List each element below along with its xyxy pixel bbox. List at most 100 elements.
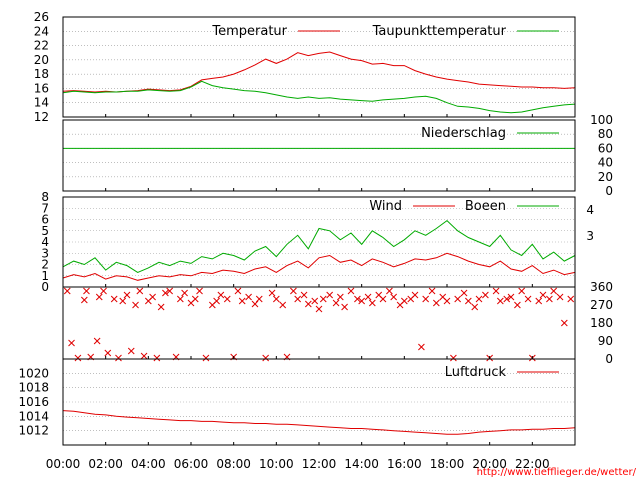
y-tick-label: 40 bbox=[598, 156, 613, 170]
wind-direction-point bbox=[115, 354, 122, 362]
wind-direction-point bbox=[304, 300, 312, 308]
y-tick-label: 14 bbox=[34, 96, 49, 110]
y-tick-label: 60 bbox=[598, 141, 613, 155]
wind-direction-point bbox=[518, 287, 526, 295]
wind-direction-point bbox=[95, 293, 103, 301]
point-stroke bbox=[454, 295, 462, 303]
wind-direction-point bbox=[443, 297, 451, 305]
point-stroke bbox=[63, 287, 71, 295]
wind-direction-point bbox=[268, 289, 276, 297]
wind-direction-point bbox=[326, 291, 334, 299]
wind-direction-point bbox=[341, 303, 348, 311]
point-stroke bbox=[336, 293, 344, 301]
y-tick-label: 2 bbox=[41, 258, 49, 272]
wind-direction-point bbox=[140, 352, 148, 360]
wind-direction-point bbox=[245, 293, 252, 301]
point-stroke bbox=[238, 297, 246, 305]
point-stroke bbox=[539, 291, 547, 299]
point-stroke bbox=[202, 354, 210, 362]
point-stroke bbox=[162, 289, 169, 297]
panel-frames bbox=[62, 16, 576, 446]
point-stroke bbox=[518, 287, 526, 295]
wind-direction-point bbox=[181, 289, 188, 297]
point-stroke bbox=[358, 297, 366, 305]
legend-label-niederschlag: Niederschlag bbox=[421, 126, 506, 141]
wind-direction-point bbox=[63, 287, 71, 295]
x-tick-label: 18:00 bbox=[430, 457, 465, 471]
point-stroke bbox=[294, 295, 302, 303]
legend-label-taupunkttemperatur: Taupunkttemperatur bbox=[372, 24, 507, 39]
point-stroke bbox=[157, 303, 165, 311]
wind-direction-point bbox=[104, 349, 112, 357]
point-stroke bbox=[311, 297, 319, 305]
y-tick-label: 12 bbox=[34, 110, 49, 124]
point-stroke bbox=[341, 303, 348, 311]
legend-label-luftdruck: Luftdruck bbox=[445, 365, 507, 380]
point-stroke bbox=[432, 299, 440, 307]
wind-direction-point bbox=[358, 297, 366, 305]
point-stroke bbox=[123, 291, 131, 299]
x-tick-label: 02:00 bbox=[88, 457, 123, 471]
source-credit-text[interactable]: http://www.tiefflieger.de/wetter/ bbox=[477, 467, 637, 478]
wind-direction-point bbox=[556, 293, 564, 301]
wind-direction-point bbox=[422, 295, 430, 303]
y-tick-label: 80 bbox=[598, 127, 613, 141]
point-stroke bbox=[181, 289, 188, 297]
wind-direction-point bbox=[132, 301, 139, 309]
wind-direction-point bbox=[202, 354, 210, 362]
y-tick-label: 16 bbox=[34, 81, 49, 95]
wind-direction-point bbox=[166, 287, 174, 295]
x-tick-label: 04:00 bbox=[131, 457, 166, 471]
point-stroke bbox=[110, 295, 118, 303]
x-tick-label: 12:00 bbox=[302, 457, 337, 471]
point-stroke bbox=[550, 287, 558, 295]
point-stroke bbox=[95, 293, 103, 301]
wind-direction-point bbox=[213, 297, 220, 305]
y-tick-label: 90 bbox=[598, 334, 613, 348]
wind-direction-point bbox=[450, 354, 457, 362]
y-tick-label: 0 bbox=[605, 184, 613, 198]
legend-wind: Wind Boeen bbox=[369, 199, 559, 214]
wind-direction-point bbox=[514, 301, 521, 309]
wind-direction-point bbox=[560, 319, 568, 327]
y-tick-label: 20 bbox=[598, 170, 613, 184]
series-line-taupunkttemperatur bbox=[62, 80, 576, 114]
wind-direction-point bbox=[272, 295, 280, 303]
point-stroke bbox=[279, 301, 287, 309]
right-tick-label: 4 bbox=[586, 203, 594, 217]
wind-direction-point bbox=[279, 301, 287, 309]
legend-label-boeen: Boeen bbox=[465, 199, 506, 214]
wind-direction-point bbox=[123, 291, 131, 299]
wind-direction-point bbox=[368, 299, 376, 307]
point-stroke bbox=[496, 297, 504, 305]
x-tick-label: 14:00 bbox=[344, 457, 379, 471]
point-stroke bbox=[127, 347, 135, 355]
series-line-wind bbox=[62, 252, 576, 281]
wind-direction-point bbox=[80, 296, 88, 304]
source-credit-link[interactable]: http://www.tiefflieger.de/wetter/ bbox=[477, 467, 637, 478]
point-stroke bbox=[68, 339, 75, 347]
point-stroke bbox=[119, 297, 127, 305]
wind-direction-point bbox=[157, 303, 165, 311]
wind-direction-point bbox=[567, 295, 575, 303]
y-tick-label: 1016 bbox=[18, 395, 49, 409]
point-stroke bbox=[223, 295, 231, 303]
point-stroke bbox=[460, 289, 468, 297]
wind-direction-point bbox=[418, 343, 425, 351]
point-stroke bbox=[443, 297, 451, 305]
wind-direction-point bbox=[503, 295, 511, 303]
y-tick-label: 180 bbox=[590, 316, 613, 330]
y-tick-label: 7 bbox=[41, 201, 49, 215]
tick-labels: 1214161820222426020406080100012345678340… bbox=[18, 10, 613, 471]
wind-direction-point bbox=[74, 354, 82, 362]
point-stroke bbox=[332, 299, 340, 307]
point-stroke bbox=[379, 295, 387, 303]
wind-direction-point bbox=[460, 289, 468, 297]
point-stroke bbox=[567, 295, 575, 303]
wind-direction-point bbox=[482, 291, 489, 299]
wind-direction-point bbox=[234, 287, 242, 295]
point-stroke bbox=[390, 293, 398, 301]
series-line-luftdruck bbox=[62, 410, 576, 435]
point-stroke bbox=[115, 354, 122, 362]
wind-direction-point bbox=[196, 287, 203, 295]
